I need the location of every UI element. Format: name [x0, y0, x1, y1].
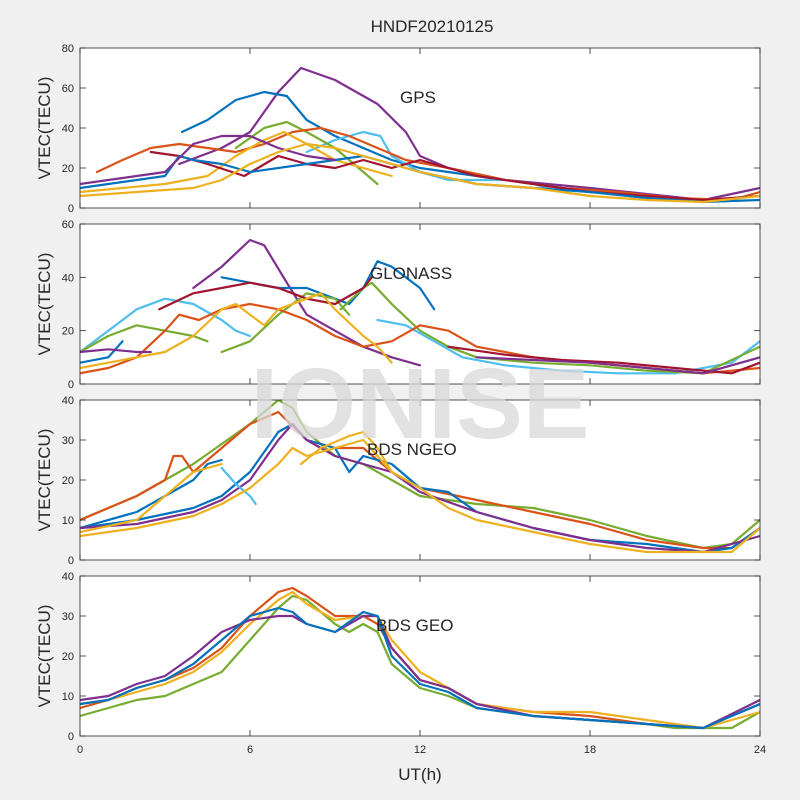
x-tick-label: 24 — [754, 744, 766, 756]
y-axis-label: VTEC(TECU) — [35, 77, 54, 180]
series-line-6 — [299, 430, 760, 554]
y-tick-label: 40 — [62, 571, 74, 583]
series-line-8 — [80, 438, 393, 538]
series-group — [80, 586, 760, 730]
panel-label: GLONASS — [370, 264, 452, 283]
series-line-5 — [80, 130, 393, 194]
series-line-7 — [158, 276, 373, 311]
series-line-9 — [80, 292, 393, 370]
series-line-3 — [234, 120, 379, 186]
series-line-4 — [80, 324, 209, 354]
series-group — [80, 400, 760, 554]
plot-area — [80, 576, 760, 736]
x-tick-label: 0 — [77, 744, 83, 756]
panel-label: BDS NGEO — [367, 440, 457, 459]
series-line-4 — [80, 422, 760, 554]
series-line-2 — [80, 458, 223, 530]
y-tick-label: 60 — [62, 219, 74, 231]
watermark: IONISE — [251, 348, 590, 460]
y-axis-label: VTEC(TECU) — [35, 253, 54, 356]
panel-label: GPS — [400, 88, 436, 107]
x-tick-label: 18 — [584, 744, 596, 756]
series-line-6 — [339, 281, 760, 375]
y-axis-label: VTEC(TECU) — [35, 429, 54, 532]
y-tick-label: 80 — [62, 43, 74, 55]
series-line-11 — [80, 348, 152, 354]
y-tick-label: 10 — [62, 515, 74, 527]
y-tick-label: 30 — [62, 611, 74, 623]
y-tick-label: 30 — [62, 435, 74, 447]
series-line-2 — [80, 297, 252, 354]
y-tick-label: 0 — [68, 379, 74, 391]
y-tick-label: 20 — [62, 163, 74, 175]
series-group — [80, 66, 760, 204]
panel-label: BDS GEO — [376, 616, 453, 635]
series-line-7 — [80, 154, 760, 204]
plot-area — [80, 48, 760, 208]
panel-2: 0 10 20 30 40 VTEC(TECU) BDS NGEO — [35, 395, 761, 567]
series-line-7 — [220, 466, 257, 506]
x-tick-label: 6 — [247, 744, 253, 756]
x-axis-label: UT(h) — [398, 765, 441, 784]
series-line-0 — [192, 238, 422, 367]
panel-0: 0 20 40 60 80 VTEC(TECU) GPS — [35, 43, 761, 215]
x-tick-label: 12 — [414, 744, 426, 756]
series-line-2 — [80, 590, 760, 730]
series-line-4 — [80, 606, 760, 730]
y-tick-label: 10 — [62, 691, 74, 703]
figure-title: HNDF20210125 — [371, 17, 494, 36]
y-tick-label: 40 — [62, 123, 74, 135]
y-tick-label: 20 — [62, 475, 74, 487]
series-line-8 — [80, 134, 337, 186]
y-tick-label: 40 — [62, 272, 74, 284]
y-tick-label: 60 — [62, 83, 74, 95]
y-tick-label: 0 — [68, 203, 74, 215]
y-tick-label: 0 — [68, 555, 74, 567]
series-line-9 — [80, 142, 760, 204]
y-tick-label: 0 — [68, 731, 74, 743]
series-line-12 — [447, 345, 760, 375]
series-line-3 — [80, 422, 760, 554]
y-axis-label: VTEC(TECU) — [35, 605, 54, 708]
panel-3: 0 6 12 18 24 0 10 20 30 40 VTEC(TECU) BDS GEO — [35, 571, 766, 756]
y-tick-label: 20 — [62, 651, 74, 663]
series-line-5 — [80, 462, 223, 534]
series-group — [80, 238, 760, 375]
y-tick-label: 20 — [62, 326, 74, 338]
panel-1: 0 20 40 60 VTEC(TECU) GLONASS — [35, 219, 761, 391]
series-line-10 — [80, 340, 124, 364]
series-line-13 — [475, 356, 760, 375]
series-line-1 — [80, 586, 760, 730]
series-line-3 — [376, 318, 760, 375]
series-line-4 — [95, 126, 760, 202]
y-tick-label: 40 — [62, 395, 74, 407]
